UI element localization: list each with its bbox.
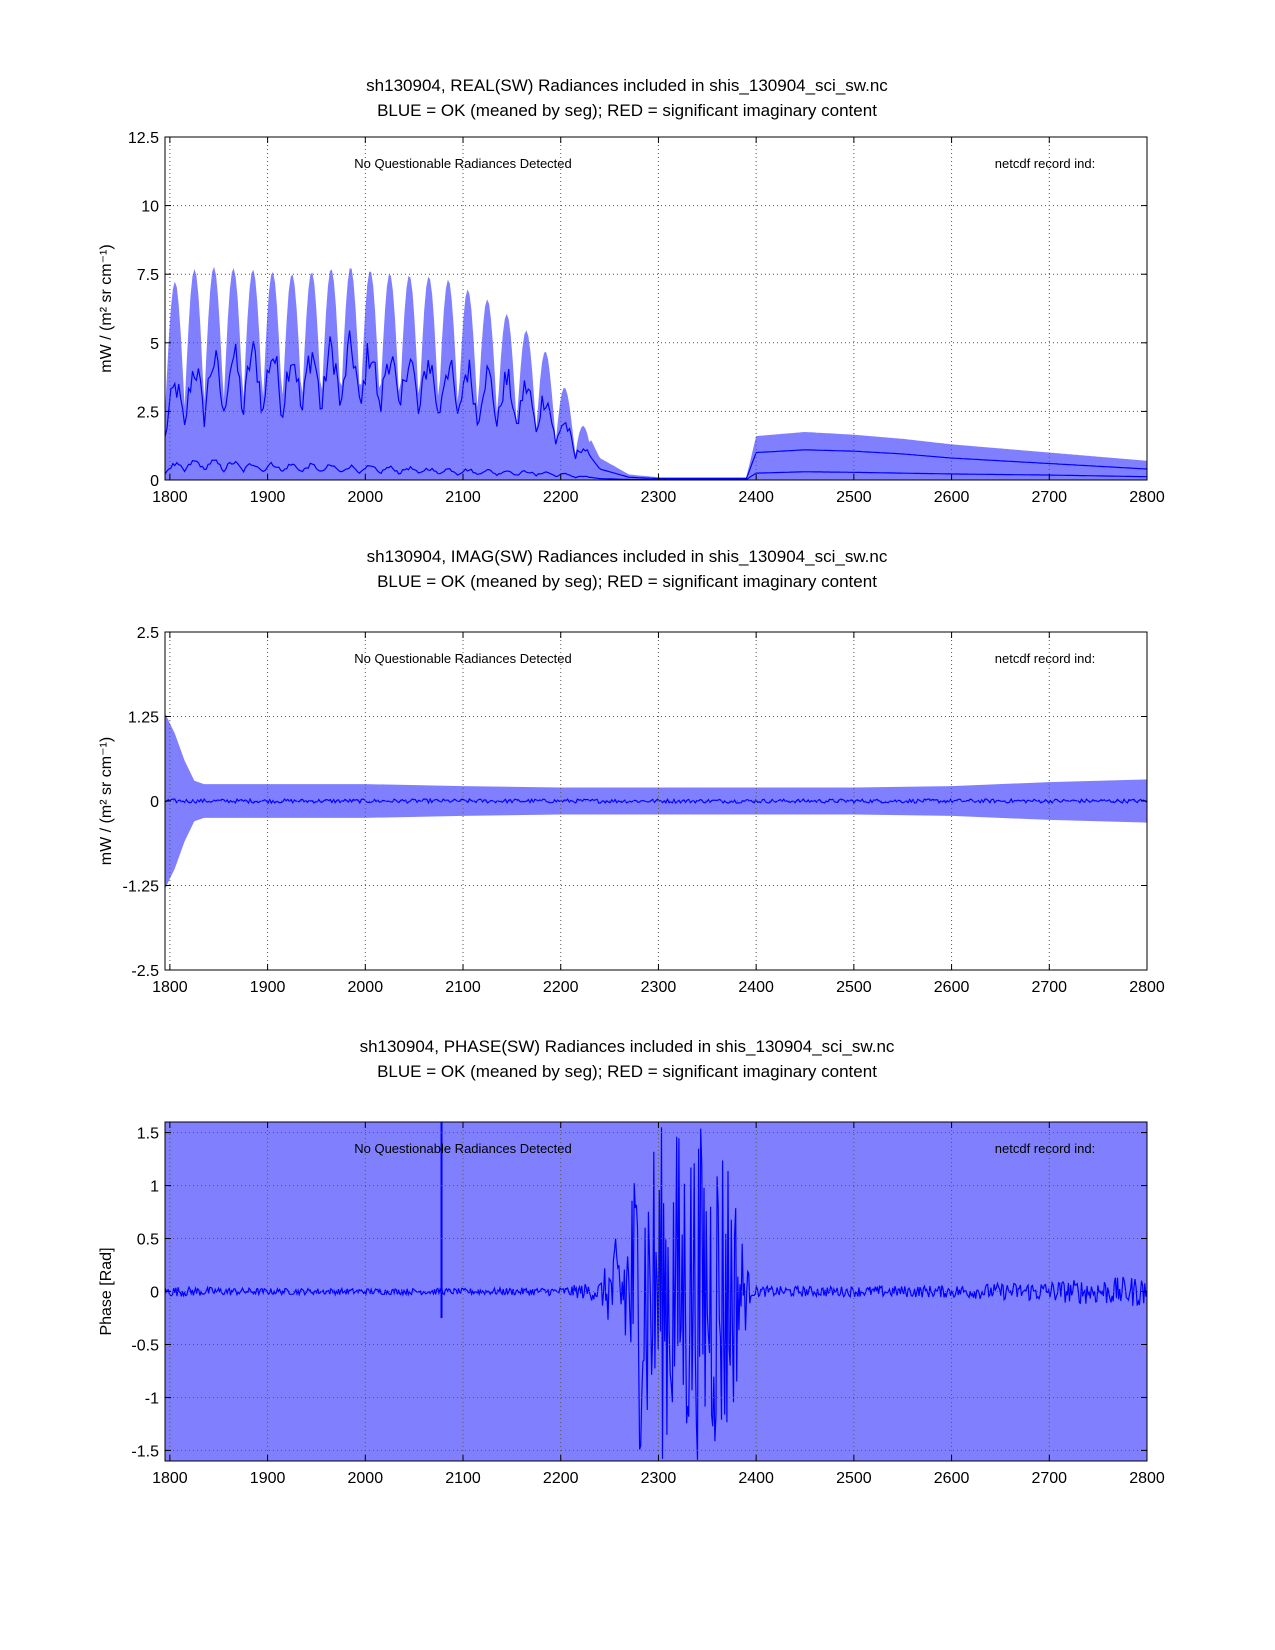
x-tick-label: 2500 (836, 979, 872, 996)
imag-radiance-chart: sh130904, IMAG(SW) Radiances included in… (98, 547, 1165, 996)
x-tick-label: 2800 (1129, 979, 1165, 996)
y-tick-label: 2.5 (137, 404, 159, 421)
y-axis-label: mW / (m² sr cm⁻¹) (98, 737, 115, 865)
chart-subtitle: BLUE = OK (meaned by seg); RED = signifi… (377, 572, 877, 591)
x-tick-label: 2000 (348, 979, 384, 996)
x-tick-label: 2000 (348, 1470, 384, 1487)
chart-title: sh130904, REAL(SW) Radiances included in… (366, 76, 888, 95)
x-tick-label: 2100 (445, 979, 481, 996)
series-envelope (165, 266, 1147, 480)
chart-title: sh130904, PHASE(SW) Radiances included i… (360, 1037, 895, 1056)
annotation-left: No Questionable Radiances Detected (354, 1141, 572, 1156)
grid (165, 1122, 1147, 1461)
y-tick-label: -1.25 (123, 879, 160, 896)
x-tick-label: 2300 (641, 489, 677, 506)
y-tick-label: 0 (150, 794, 159, 811)
x-tick-label: 2400 (738, 979, 774, 996)
x-tick-label: 1800 (152, 489, 188, 506)
y-axis-label: mW / (m² sr cm⁻¹) (98, 244, 115, 372)
x-tick-label: 2600 (934, 489, 970, 506)
x-tick-label: 2800 (1129, 1470, 1165, 1487)
x-tick-label: 2600 (934, 1470, 970, 1487)
real-radiance-chart: sh130904, REAL(SW) Radiances included in… (98, 76, 1165, 506)
x-tick-label: 2300 (641, 1470, 677, 1487)
x-tick-label: 2400 (738, 489, 774, 506)
x-tick-label: 1800 (152, 1470, 188, 1487)
y-tick-label: 0 (150, 1285, 159, 1302)
y-tick-label: 1.25 (128, 710, 159, 727)
y-tick-label: 0.5 (137, 1232, 159, 1249)
x-tick-label: 1800 (152, 979, 188, 996)
plot-area (165, 266, 1147, 480)
y-tick-label: 12.5 (128, 130, 159, 147)
annotation-right: netcdf record ind: (995, 156, 1095, 171)
x-tick-label: 2500 (836, 1470, 872, 1487)
x-tick-label: 1900 (250, 489, 286, 506)
y-tick-label: -0.5 (131, 1337, 159, 1354)
y-tick-label: 7.5 (137, 267, 159, 284)
x-tick-label: 2200 (543, 489, 579, 506)
series-mean-line (165, 330, 1147, 480)
x-tick-label: 1900 (250, 979, 286, 996)
chart-subtitle: BLUE = OK (meaned by seg); RED = signifi… (377, 101, 877, 120)
x-tick-label: 2200 (543, 979, 579, 996)
y-tick-label: -1 (145, 1390, 159, 1407)
y-tick-label: 2.5 (137, 625, 159, 642)
y-tick-label: 5 (150, 336, 159, 353)
x-tick-label: 2000 (348, 489, 384, 506)
annotation-left: No Questionable Radiances Detected (354, 651, 572, 666)
series-line (165, 797, 1147, 805)
annotation-right: netcdf record ind: (995, 1141, 1095, 1156)
y-axis-label: Phase [Rad] (98, 1247, 115, 1335)
x-tick-label: 2200 (543, 1470, 579, 1487)
x-tick-label: 2100 (445, 489, 481, 506)
chart-panel-imag: sh130904, IMAG(SW) Radiances included in… (0, 520, 1275, 1010)
series-line (165, 1127, 1147, 1460)
plot-area (165, 713, 1147, 889)
phase-chart: sh130904, PHASE(SW) Radiances included i… (98, 1037, 1165, 1487)
chart-title: sh130904, IMAG(SW) Radiances included in… (367, 547, 888, 566)
chart-panel-real: sh130904, REAL(SW) Radiances included in… (0, 0, 1275, 520)
plot-area (165, 1122, 1147, 1461)
x-tick-label: 2600 (934, 979, 970, 996)
x-tick-label: 2700 (1031, 1470, 1067, 1487)
chart-panel-phase: sh130904, PHASE(SW) Radiances included i… (0, 1010, 1275, 1510)
annotation-right: netcdf record ind: (995, 651, 1095, 666)
x-tick-label: 2300 (641, 979, 677, 996)
x-tick-label: 2700 (1031, 489, 1067, 506)
y-tick-label: 1 (150, 1179, 159, 1196)
annotation-left: No Questionable Radiances Detected (354, 156, 572, 171)
y-tick-label: 1.5 (137, 1126, 159, 1143)
chart-subtitle: BLUE = OK (meaned by seg); RED = signifi… (377, 1062, 877, 1081)
x-tick-label: 2500 (836, 489, 872, 506)
axes-box (164, 136, 1148, 481)
x-tick-label: 2700 (1031, 979, 1067, 996)
x-tick-label: 2800 (1129, 489, 1165, 506)
x-tick-label: 1900 (250, 1470, 286, 1487)
y-tick-label: 0 (150, 473, 159, 490)
y-tick-label: -2.5 (131, 963, 159, 980)
x-tick-label: 2400 (738, 1470, 774, 1487)
x-tick-label: 2100 (445, 1470, 481, 1487)
y-tick-label: 10 (141, 199, 159, 216)
y-tick-label: -1.5 (131, 1443, 159, 1460)
